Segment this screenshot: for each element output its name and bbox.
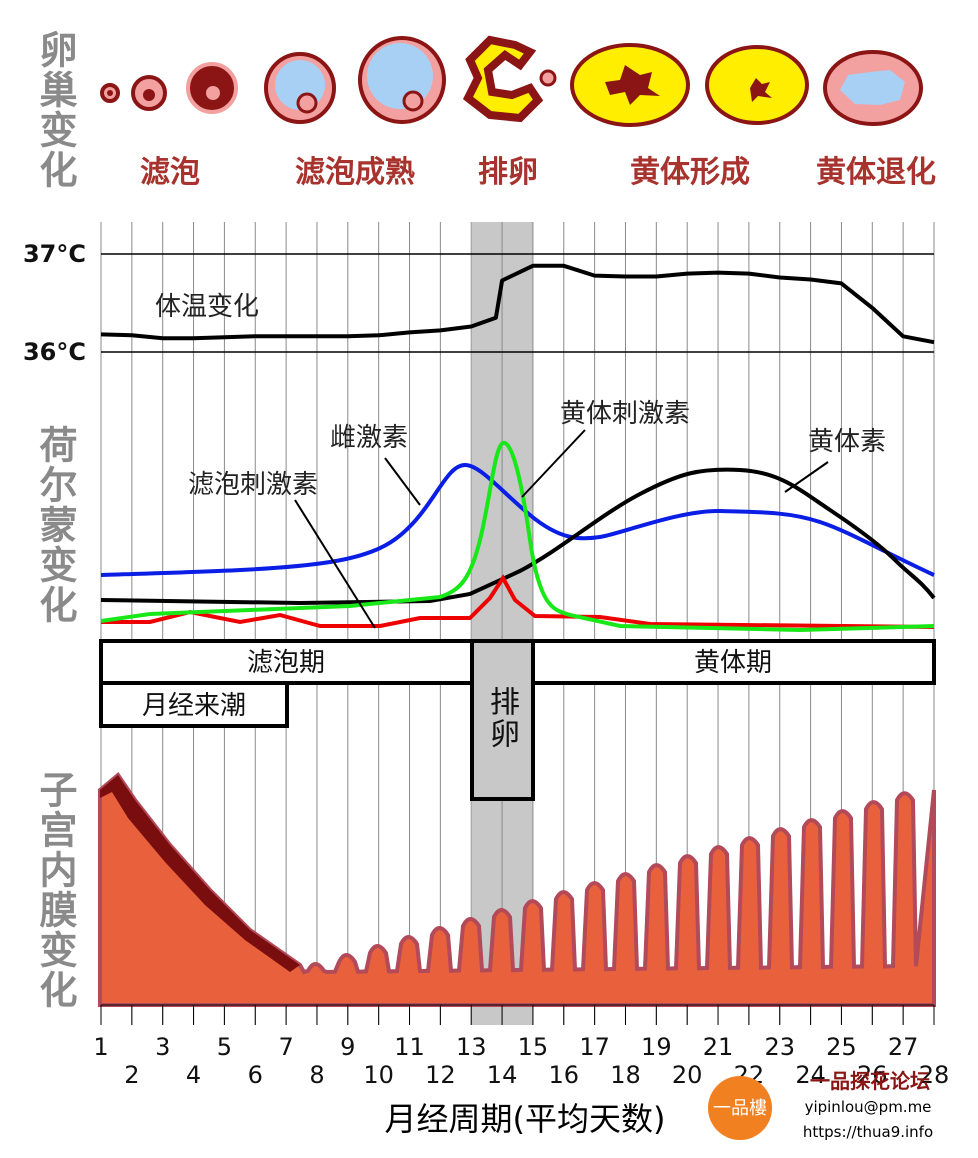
y-tick-label: 36°C — [23, 338, 86, 366]
x-tick-label: 21 — [703, 1033, 734, 1061]
watermark-site: 一品探花论坛 — [810, 1069, 930, 1093]
x-tick-label: 27 — [888, 1033, 919, 1061]
phase-box — [531, 639, 936, 685]
hormone-label: 滤泡刺激素 — [188, 470, 318, 500]
stage-label: 黄体形成 — [630, 155, 750, 190]
x-tick-label: 9 — [340, 1033, 355, 1061]
phase-box — [99, 681, 289, 728]
x-tick-label: 26 — [857, 1061, 888, 1089]
series-label: 体温变化 — [155, 292, 259, 322]
phase-label: 黄体期 — [694, 648, 772, 678]
x-axis: 1234567891011121314151617181920212223242… — [93, 1004, 950, 1089]
x-tick-label: 8 — [309, 1061, 324, 1089]
section-title: 荷尔蒙变化 — [33, 425, 77, 625]
x-tick-label: 5 — [217, 1033, 232, 1061]
x-tick-label: 11 — [394, 1033, 425, 1061]
x-tick-label: 24 — [795, 1061, 826, 1089]
x-tick-label: 10 — [363, 1061, 394, 1089]
x-tick-label: 18 — [610, 1061, 641, 1089]
stage-label: 黄体退化 — [816, 155, 936, 190]
x-tick-label: 28 — [919, 1061, 950, 1089]
hormone-label: 黄体素 — [808, 427, 886, 457]
temperature-line — [100, 263, 935, 345]
stage-label: 滤泡成熟 — [295, 155, 415, 190]
logo-text: 一品樓 — [713, 1098, 767, 1119]
x-tick-label: 7 — [278, 1033, 293, 1061]
section-title: 子宫内膜变化 — [33, 770, 77, 1010]
section-title: 卵巢变化 — [33, 30, 77, 190]
y-tick-label: 37°C — [23, 240, 86, 268]
x-tick-label: 17 — [579, 1033, 610, 1061]
x-tick-label: 4 — [186, 1061, 201, 1089]
x-tick-label: 15 — [518, 1033, 549, 1061]
watermark-email: yipinlou@pm.me — [805, 1098, 932, 1116]
stage-label: 滤泡 — [140, 155, 200, 190]
x-tick-label: 19 — [641, 1033, 672, 1061]
x-tick-label: 3 — [155, 1033, 170, 1061]
x-axis-title: 月经周期(平均天数) — [385, 1100, 666, 1138]
x-tick-label: 14 — [487, 1061, 518, 1089]
endometrium — [98, 772, 936, 1007]
logo — [708, 1076, 772, 1140]
hormone-label: 黄体刺激素 — [560, 399, 690, 429]
hormone-label: 雌激素 — [330, 423, 408, 453]
watermark-url: https://thua9.info — [803, 1123, 933, 1141]
x-tick-label: 2 — [124, 1061, 139, 1089]
x-tick-label: 25 — [826, 1033, 857, 1061]
stage-label: 排卵 — [478, 155, 538, 190]
temperature-chart: 37°C 36°C — [23, 240, 935, 366]
phase-label: 月经来潮 — [142, 691, 246, 721]
leader-lines — [294, 429, 829, 629]
x-tick-label: 12 — [425, 1061, 456, 1089]
phase-label: 排卵 — [484, 686, 519, 750]
hormone-curves — [100, 441, 936, 633]
phase-label: 滤泡期 — [247, 648, 325, 678]
phase-box — [470, 639, 535, 801]
menstrual-layer — [100, 775, 300, 972]
x-tick-label: 13 — [456, 1033, 487, 1061]
x-tick-label: 16 — [549, 1061, 580, 1089]
x-tick-label: 23 — [764, 1033, 795, 1061]
x-tick-label: 6 — [248, 1061, 263, 1089]
x-tick-label: 1 — [93, 1033, 108, 1061]
x-tick-label: 20 — [672, 1061, 703, 1089]
ovary-drawings — [100, 35, 923, 127]
